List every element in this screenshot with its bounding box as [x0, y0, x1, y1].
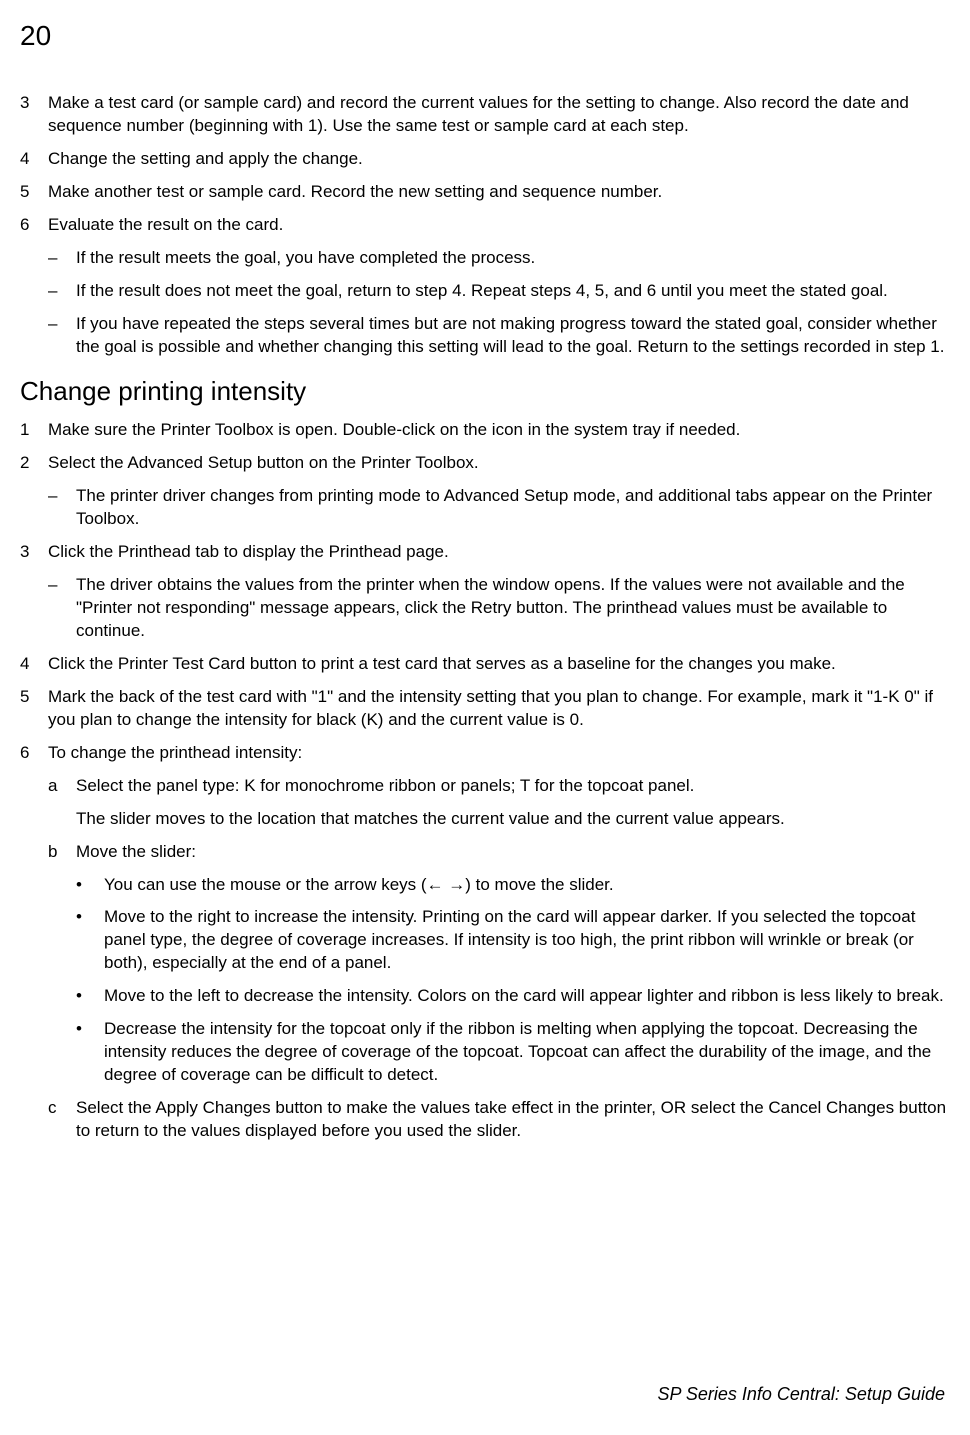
dash-mark: – — [48, 485, 76, 531]
list-text: To change the printhead intensity: — [48, 742, 950, 765]
page-container: 20 3 Make a test card (or sample card) a… — [0, 0, 970, 1435]
bullet-text: You can use the mouse or the arrow keys … — [104, 874, 950, 897]
footer-text: SP Series Info Central: Setup Guide — [658, 1384, 946, 1405]
sub-text: The printer driver changes from printing… — [76, 485, 950, 531]
bullet-text: Move to the right to increase the intens… — [104, 906, 950, 975]
list-text: Evaluate the result on the card. — [48, 214, 950, 237]
list-number: 3 — [20, 541, 48, 564]
bullet-list-item: • Move to the left to decrease the inten… — [76, 985, 950, 1008]
bullet-mark: • — [76, 906, 104, 975]
letter-list-item: b Move the slider: — [48, 841, 950, 864]
bullet-mark: • — [76, 1018, 104, 1087]
bullet-list-item: • Move to the right to increase the inte… — [76, 906, 950, 975]
page-number: 20 — [20, 20, 950, 52]
list-item: 5 Make another test or sample card. Reco… — [20, 181, 950, 204]
list-number: 6 — [20, 742, 48, 765]
bullet-text: Decrease the intensity for the topcoat o… — [104, 1018, 950, 1087]
list-number: 3 — [20, 92, 48, 138]
dash-mark: – — [48, 574, 76, 643]
list-number: 1 — [20, 419, 48, 442]
letter-mark: c — [48, 1097, 76, 1143]
sub-text: If the result does not meet the goal, re… — [76, 280, 950, 303]
list-text: Click the Printhead tab to display the P… — [48, 541, 950, 564]
bullet-list-item: • Decrease the intensity for the topcoat… — [76, 1018, 950, 1087]
bullet-mark: • — [76, 874, 104, 897]
list-text: Mark the back of the test card with "1" … — [48, 686, 950, 732]
list-number: 4 — [20, 653, 48, 676]
list-number: 6 — [20, 214, 48, 237]
sub-list-item: – The driver obtains the values from the… — [48, 574, 950, 643]
letter-mark: a — [48, 775, 76, 798]
list-text: Click the Printer Test Card button to pr… — [48, 653, 950, 676]
letter-text: Select the Apply Changes button to make … — [76, 1097, 950, 1143]
list-text: Make another test or sample card. Record… — [48, 181, 950, 204]
list-number: 2 — [20, 452, 48, 475]
letter-text: Move the slider: — [76, 841, 950, 864]
list-text: Make sure the Printer Toolbox is open. D… — [48, 419, 950, 442]
list-number: 4 — [20, 148, 48, 171]
bullet-list-item: • You can use the mouse or the arrow key… — [76, 874, 950, 897]
list-item: 1 Make sure the Printer Toolbox is open.… — [20, 419, 950, 442]
list-item: 6 To change the printhead intensity: — [20, 742, 950, 765]
list-item: 5 Mark the back of the test card with "1… — [20, 686, 950, 732]
bullet-text: Move to the left to decrease the intensi… — [104, 985, 950, 1008]
list-item: 4 Click the Printer Test Card button to … — [20, 653, 950, 676]
sub-text: If the result meets the goal, you have c… — [76, 247, 950, 270]
letter-list-item: a Select the panel type: K for monochrom… — [48, 775, 950, 798]
letter-list-item: c Select the Apply Changes button to mak… — [48, 1097, 950, 1143]
sub-list-item: – If the result does not meet the goal, … — [48, 280, 950, 303]
list-text: Make a test card (or sample card) and re… — [48, 92, 950, 138]
list-item: 4 Change the setting and apply the chang… — [20, 148, 950, 171]
list-number: 5 — [20, 181, 48, 204]
list-item: 3 Make a test card (or sample card) and … — [20, 92, 950, 138]
sub-text: The driver obtains the values from the p… — [76, 574, 950, 643]
list-text: Change the setting and apply the change. — [48, 148, 950, 171]
bullet-mark: • — [76, 985, 104, 1008]
letter-text: Select the panel type: K for monochrome … — [76, 775, 950, 798]
sub-text: If you have repeated the steps several t… — [76, 313, 950, 359]
list-number: 5 — [20, 686, 48, 732]
sub-list-item: – The printer driver changes from printi… — [48, 485, 950, 531]
paragraph: The slider moves to the location that ma… — [76, 808, 950, 831]
list-text: Select the Advanced Setup button on the … — [48, 452, 950, 475]
section-heading: Change printing intensity — [20, 376, 950, 407]
dash-mark: – — [48, 313, 76, 359]
letter-mark: b — [48, 841, 76, 864]
sub-list-item: – If you have repeated the steps several… — [48, 313, 950, 359]
list-item: 3 Click the Printhead tab to display the… — [20, 541, 950, 564]
sub-list-item: – If the result meets the goal, you have… — [48, 247, 950, 270]
list-item: 6 Evaluate the result on the card. — [20, 214, 950, 237]
dash-mark: – — [48, 280, 76, 303]
list-item: 2 Select the Advanced Setup button on th… — [20, 452, 950, 475]
dash-mark: – — [48, 247, 76, 270]
